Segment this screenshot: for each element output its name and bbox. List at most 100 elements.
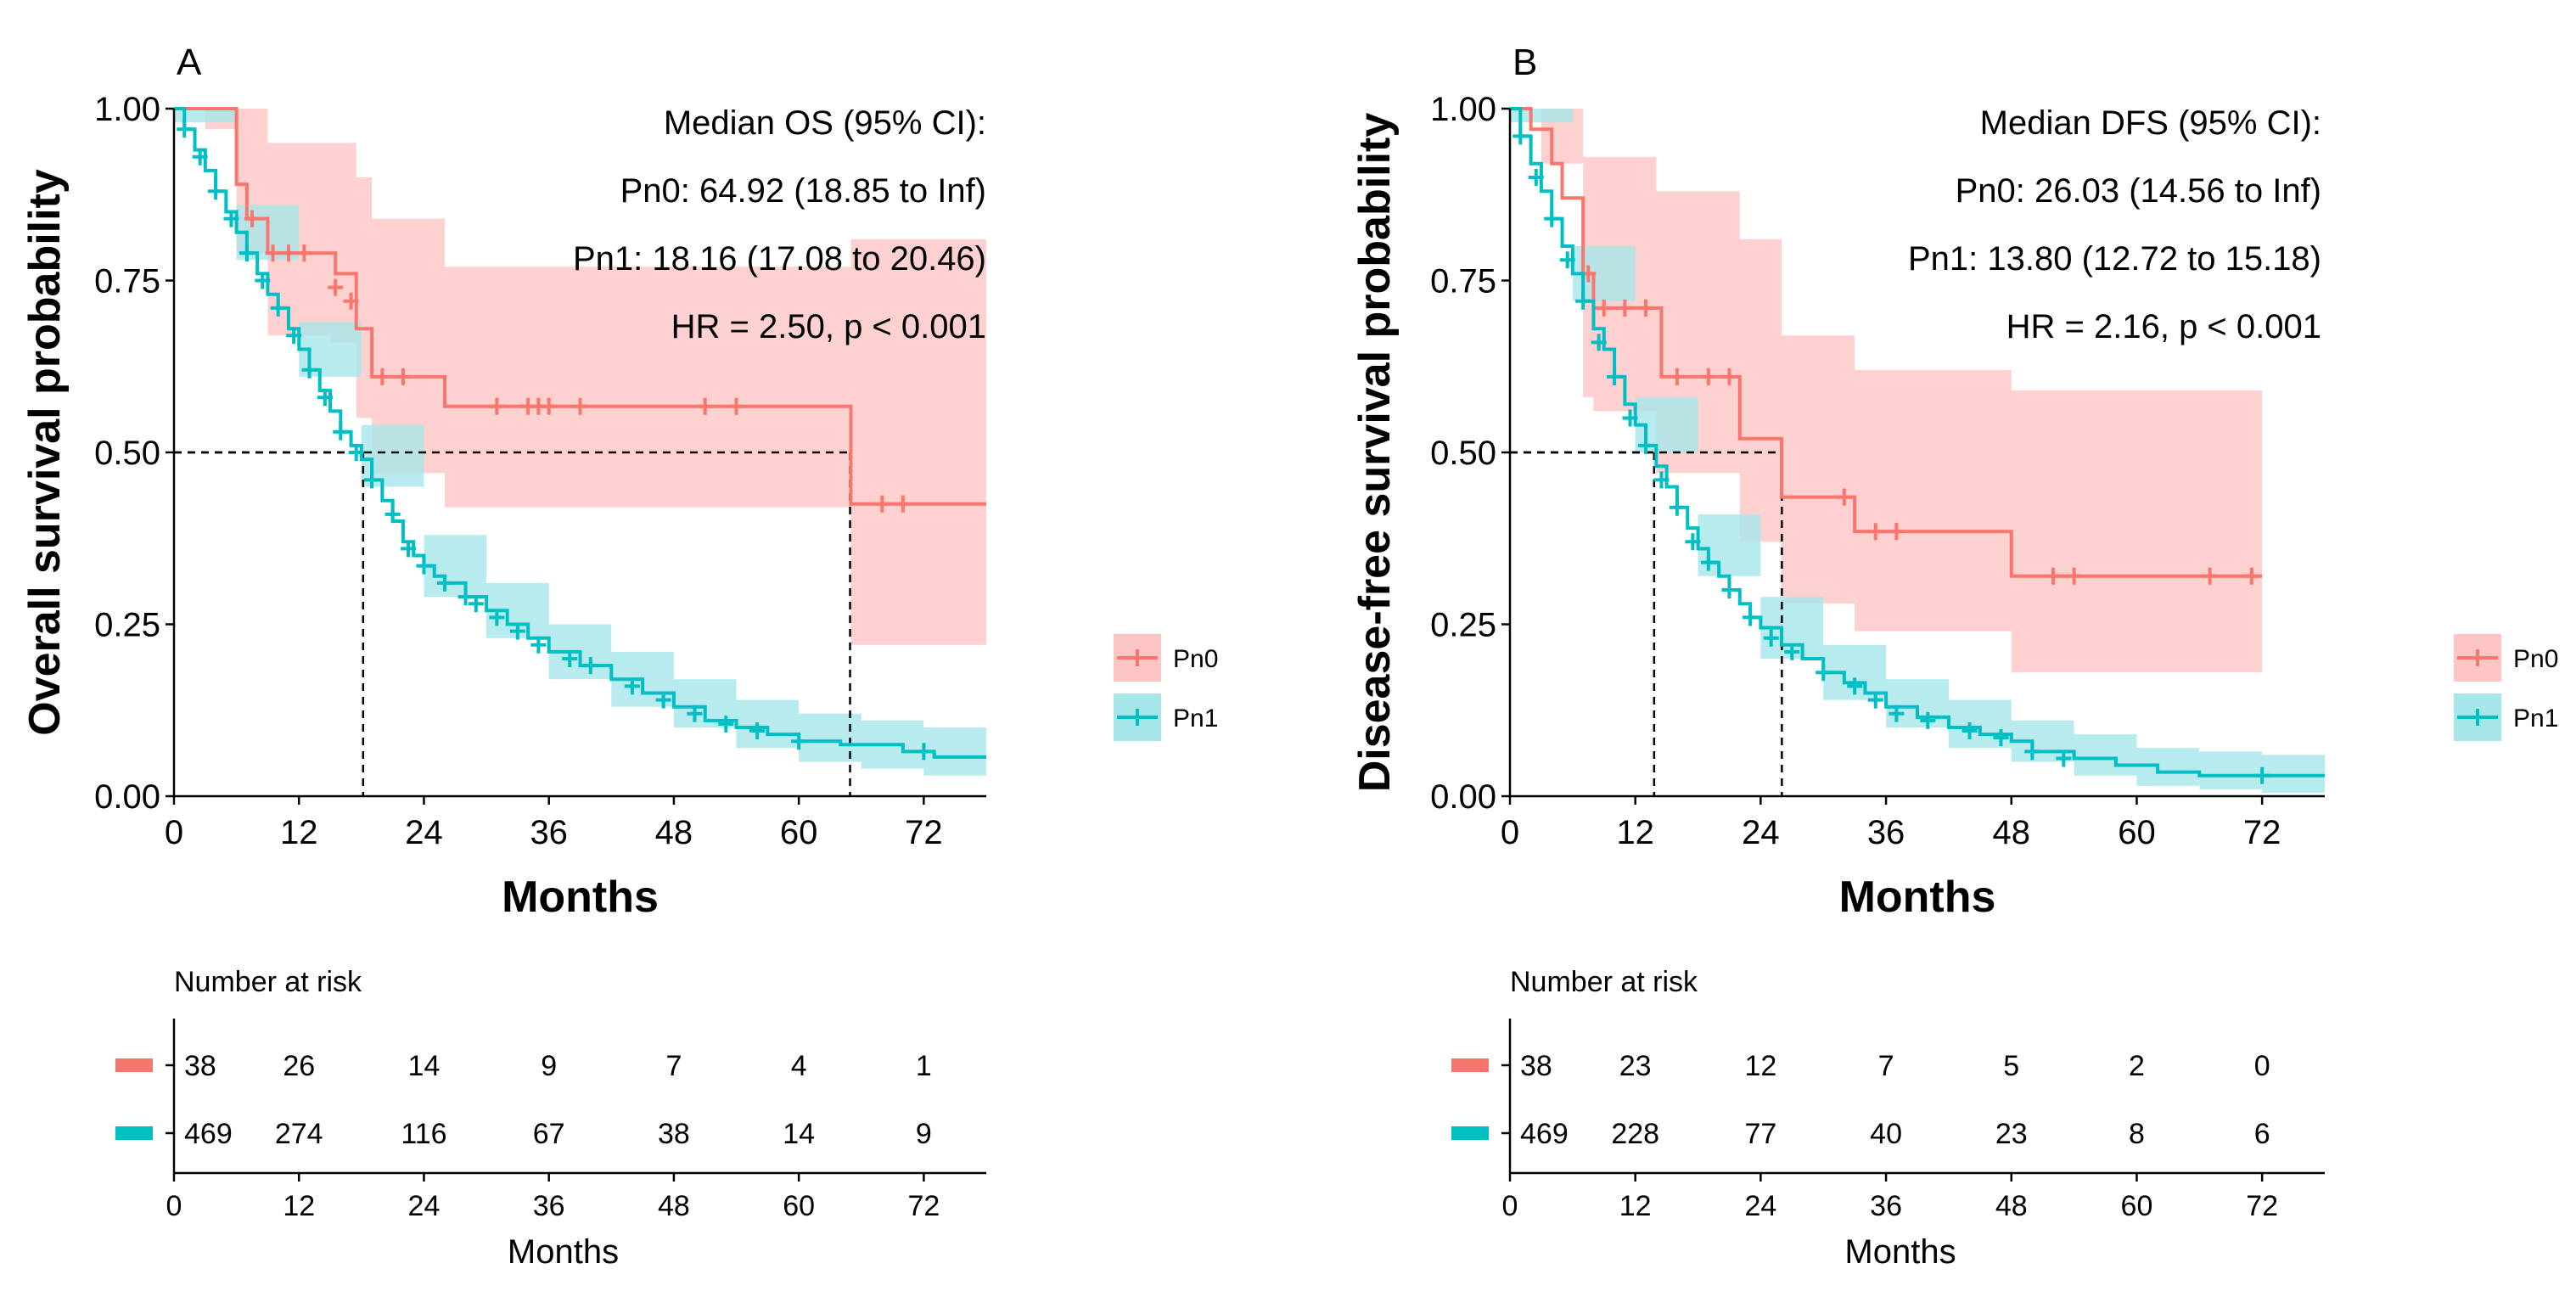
censor-mark: [384, 505, 401, 523]
censor-mark: [1700, 368, 1716, 385]
annotation-line: Pn1: 18.16 (17.08 to 20.46): [573, 240, 986, 278]
censor-mark: [1622, 409, 1638, 427]
censor-mark: [2202, 567, 2218, 585]
legend: Pn0 Pn1: [2454, 634, 2558, 741]
annotation-line: HR = 2.16, p < 0.001: [2006, 308, 2321, 345]
y-tick-label: 0.75: [1430, 263, 1496, 300]
risk-count: 77: [1744, 1118, 1776, 1150]
risk-count: 38: [1520, 1050, 1552, 1082]
legend-label-pn0: Pn0: [2513, 645, 2558, 673]
censor-mark: [457, 588, 474, 606]
censor-mark: [192, 148, 208, 166]
risk-x-tick-label: 72: [907, 1190, 940, 1222]
risk-count: 1: [916, 1050, 932, 1082]
censor-mark: [223, 210, 239, 227]
censor-mark: [1961, 722, 1978, 740]
x-tick-label: 0: [1501, 814, 1519, 851]
censor-mark: [437, 574, 452, 592]
censor-marks-pn1: [1512, 127, 2270, 784]
censor-mark: [374, 368, 390, 385]
x-tick-label: 36: [1867, 814, 1905, 851]
censor-mark: [1638, 436, 1653, 454]
risk-row-key-pn1: [1451, 1126, 1489, 1140]
legend-censor-mark: [2470, 649, 2485, 666]
risk-count: 9: [541, 1050, 557, 1082]
censor-mark: [208, 182, 224, 200]
censor-mark: [1816, 664, 1832, 682]
survival-curve-pn0: [1510, 107, 2263, 578]
x-tick-label: 60: [2118, 814, 2156, 851]
risk-x-tick-label: 48: [1995, 1190, 2028, 1222]
risk-x-tick-label: 0: [166, 1190, 182, 1222]
x-tick-label: 0: [165, 814, 183, 851]
censor-mark: [1617, 299, 1633, 317]
censor-mark: [1653, 471, 1670, 489]
y-tick-label: 0.25: [94, 607, 160, 644]
censor-mark: [1591, 334, 1607, 351]
censor-mark: [687, 705, 703, 722]
censor-mark: [2024, 743, 2040, 761]
censor-mark: [1596, 299, 1612, 317]
risk-x-tick-label: 36: [1870, 1190, 1902, 1222]
censor-mark: [624, 677, 640, 695]
x-tick-label: 60: [780, 814, 818, 851]
annotation-line: Pn0: 64.92 (18.85 to Inf): [620, 172, 986, 210]
censor-mark: [286, 327, 302, 345]
censor-mark: [1544, 210, 1560, 227]
panel-a: 0.00 0.25 0.50 0.75 1.00 0 12 24 36 48 60 72 Months O…: [20, 42, 1218, 1271]
risk-row-key-pn1: [115, 1126, 153, 1140]
censor-mark: [1669, 368, 1685, 385]
censor-marks-pn1: [177, 121, 932, 761]
censor-mark: [1993, 729, 2009, 747]
risk-x-tick-label: 36: [533, 1190, 565, 1222]
y-tick-label: 0.75: [94, 263, 160, 300]
censor-mark: [177, 121, 193, 138]
censor-mark: [2254, 766, 2270, 784]
censor-mark: [1763, 629, 1779, 647]
censor-mark: [328, 278, 344, 296]
risk-count: 469: [184, 1118, 233, 1150]
annotation-line: Pn0: 26.03 (14.56 to Inf): [1956, 172, 2321, 210]
censor-mark: [791, 733, 807, 750]
censor-mark: [468, 595, 484, 613]
survival-curve-pn0: [174, 107, 986, 506]
censor-mark: [582, 657, 598, 675]
censor-mark: [270, 299, 286, 317]
confidence-band-pn0: [174, 109, 986, 645]
y-tick-label: 0.50: [94, 435, 160, 472]
risk-count: 14: [408, 1050, 441, 1082]
censor-mark: [1743, 609, 1759, 626]
legend-censor-mark: [1130, 709, 1145, 726]
censor-mark: [280, 244, 296, 262]
censor-mark: [364, 471, 380, 489]
risk-count: 38: [184, 1050, 216, 1082]
censor-mark: [2046, 567, 2061, 585]
x-tick-label: 24: [405, 814, 443, 851]
censor-mark: [1575, 292, 1591, 310]
legend: Pn0 Pn1: [1114, 634, 1218, 741]
censor-mark: [333, 423, 349, 441]
panel-label: A: [177, 42, 202, 83]
y-tick-label: 1.00: [1430, 91, 1496, 128]
risk-count: 228: [1611, 1118, 1659, 1150]
risk-count: 274: [275, 1118, 323, 1150]
annotation-line: HR = 2.50, p < 0.001: [671, 308, 986, 345]
y-tick-label: 0.00: [1430, 778, 1496, 816]
x-tick-label: 48: [655, 814, 693, 851]
censor-mark: [572, 397, 588, 415]
risk-count: 26: [283, 1050, 315, 1082]
risk-x-tick-label: 12: [1619, 1190, 1652, 1222]
risk-count: 469: [1520, 1118, 1569, 1150]
censor-marks-pn0: [1580, 265, 2259, 585]
censor-mark: [1559, 251, 1575, 269]
x-tick-label: 12: [280, 814, 318, 851]
censor-mark: [530, 636, 547, 654]
risk-table-title: Number at risk: [1510, 966, 1698, 998]
censor-mark: [2243, 567, 2259, 585]
censor-mark: [1721, 581, 1737, 598]
censor-mark: [562, 650, 578, 667]
censor-mark: [895, 495, 911, 513]
censor-mark: [1847, 677, 1863, 695]
confidence-band-pn0: [1510, 109, 2263, 673]
